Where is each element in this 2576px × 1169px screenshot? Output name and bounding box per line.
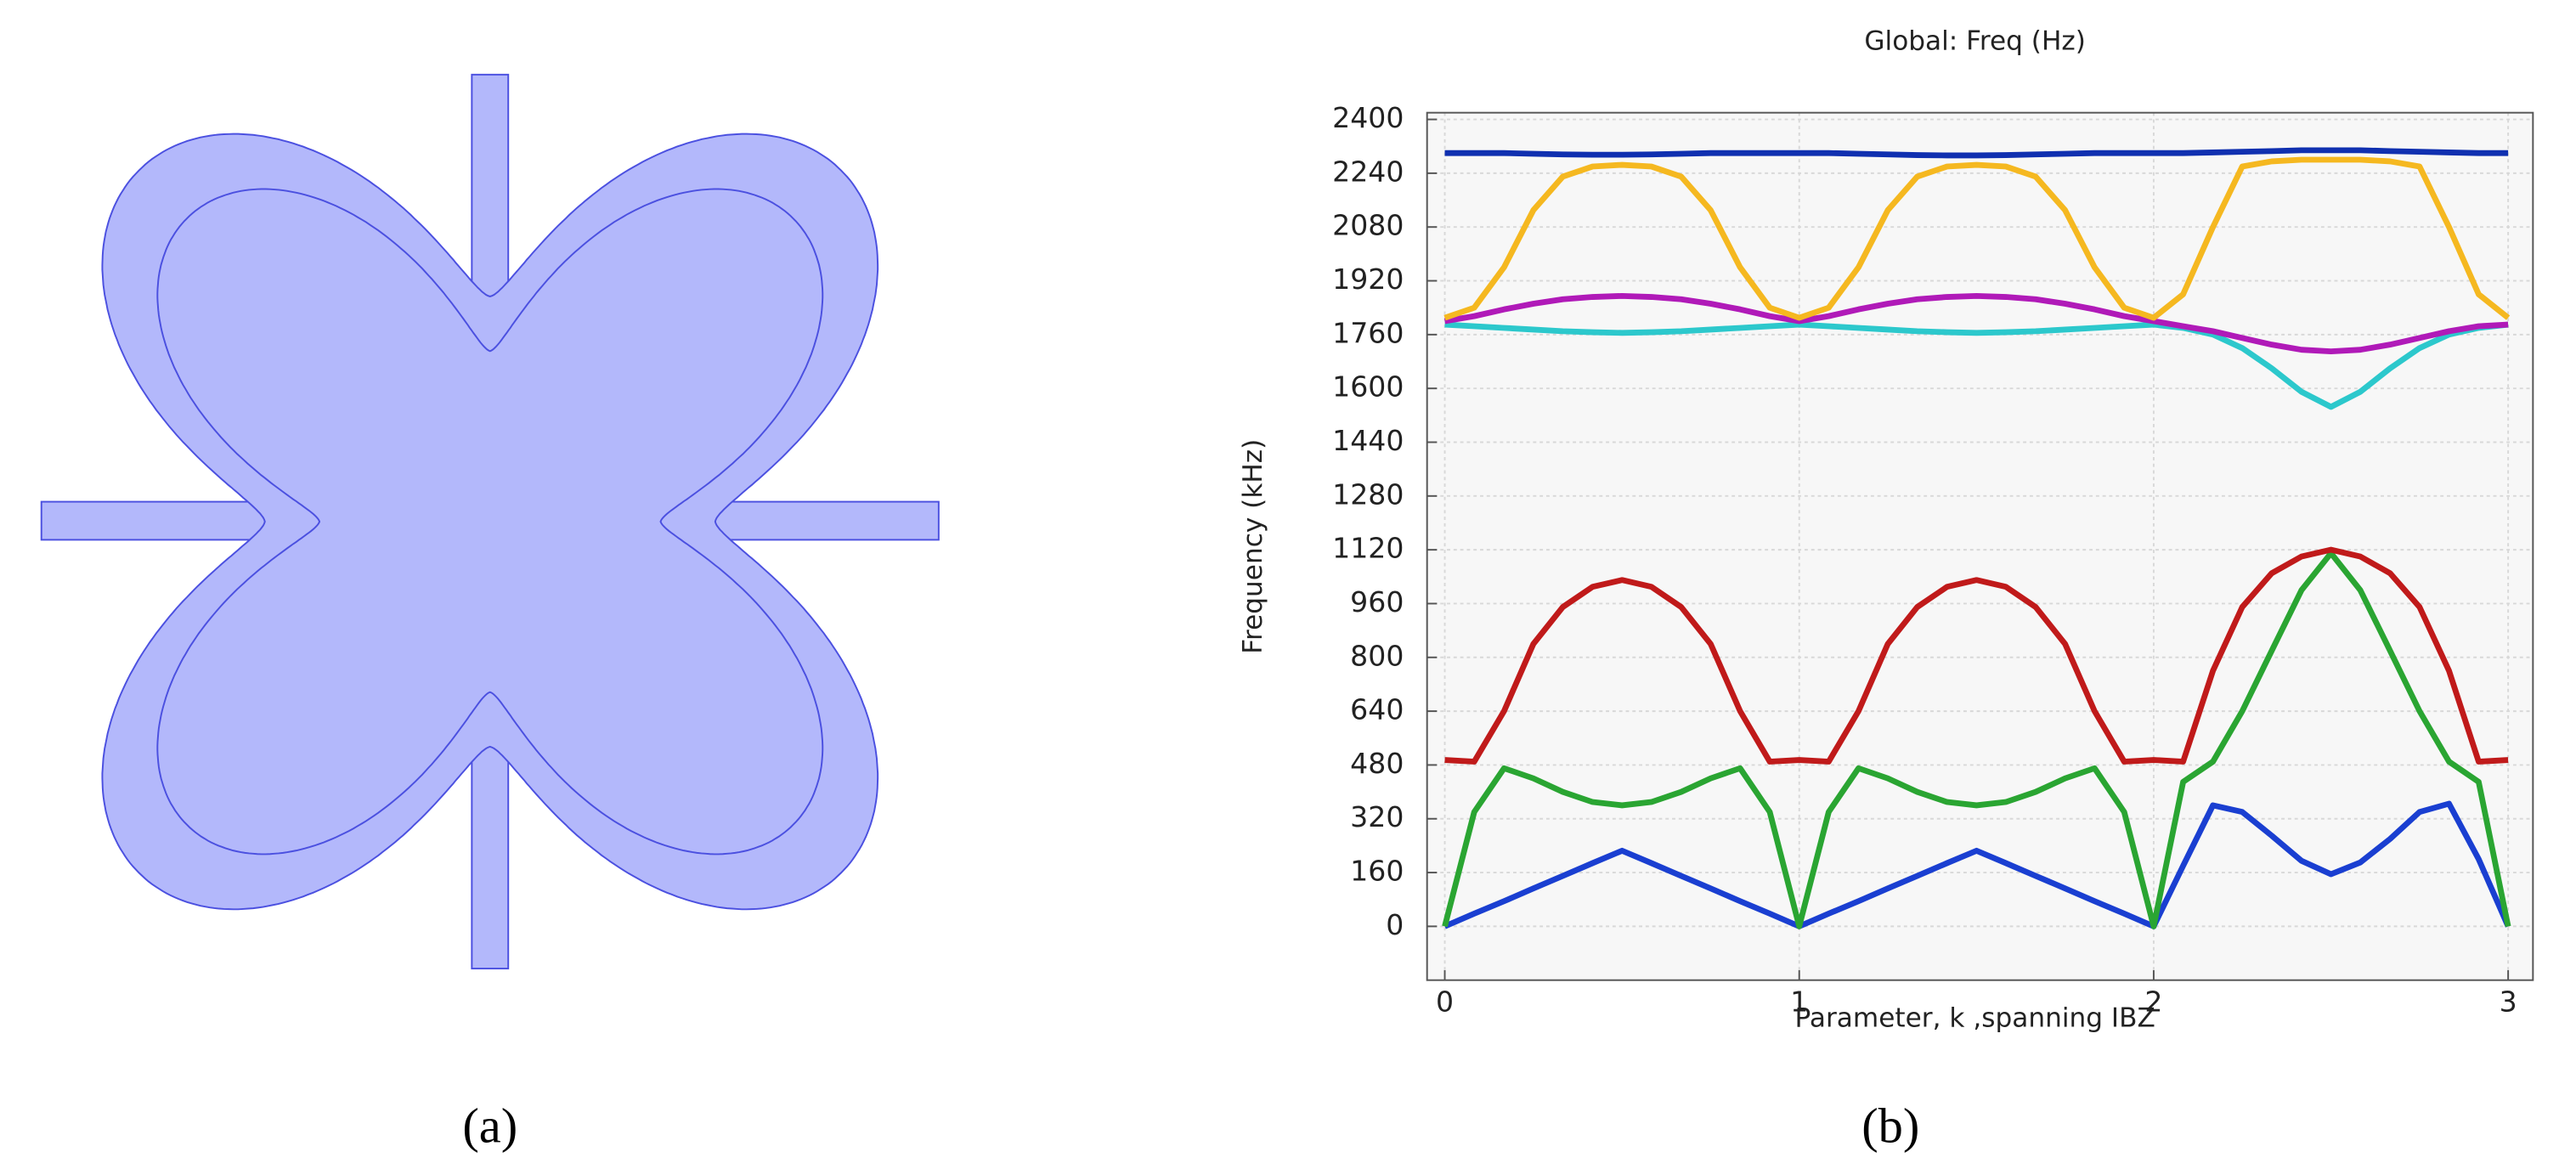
y-tick-label: 1920 bbox=[1332, 263, 1404, 296]
y-axis-label: Frequency (kHz) bbox=[1238, 439, 1268, 654]
y-tick-label: 2080 bbox=[1332, 209, 1404, 242]
plot-background bbox=[1426, 112, 2534, 980]
y-tick-label: 1120 bbox=[1332, 532, 1404, 565]
series-line bbox=[1444, 321, 2509, 410]
y-tick-label: 480 bbox=[1350, 747, 1404, 780]
y-tick-label: 640 bbox=[1350, 693, 1404, 726]
series-line bbox=[1443, 156, 2511, 321]
series-line bbox=[1442, 550, 2511, 929]
plot bbox=[1426, 112, 2534, 980]
y-tick-label: 1280 bbox=[1332, 477, 1404, 511]
y-tick-label: 320 bbox=[1350, 800, 1404, 833]
y-tick-label: 1440 bbox=[1332, 424, 1404, 457]
x-tick-label: 1 bbox=[1790, 985, 1808, 1018]
y-tick-label: 160 bbox=[1350, 855, 1404, 888]
inner-boundary bbox=[156, 188, 824, 856]
y-tick-label: 960 bbox=[1350, 585, 1404, 618]
y-tick-label: 2240 bbox=[1332, 155, 1404, 188]
y-tick-label: 1600 bbox=[1332, 370, 1404, 404]
series-line bbox=[1443, 800, 2511, 929]
series-line bbox=[1444, 147, 2509, 159]
x-axis-label: Parameter, k ,spanning IBZ bbox=[1794, 1002, 2155, 1033]
chart-title: Global: Freq (Hz) bbox=[1864, 26, 2086, 57]
x-tick-label: 0 bbox=[1436, 985, 1454, 1018]
y-tick-label: 2400 bbox=[1332, 101, 1404, 134]
plot-frame bbox=[1426, 111, 2534, 981]
y-tick-label: 800 bbox=[1350, 639, 1404, 672]
outer-boundary bbox=[101, 133, 879, 911]
shape-diagram bbox=[40, 73, 940, 970]
x-tick-label: 2 bbox=[2144, 985, 2162, 1018]
y-tick-label: 1760 bbox=[1332, 316, 1404, 349]
series-line bbox=[1443, 292, 2509, 355]
y-tick-label: 0 bbox=[1386, 908, 1404, 941]
panel-label: (b) bbox=[1861, 1098, 1919, 1154]
series-line bbox=[1444, 546, 2509, 765]
panel-label: (a) bbox=[462, 1098, 517, 1154]
x-tick-label: 3 bbox=[2500, 985, 2517, 1018]
